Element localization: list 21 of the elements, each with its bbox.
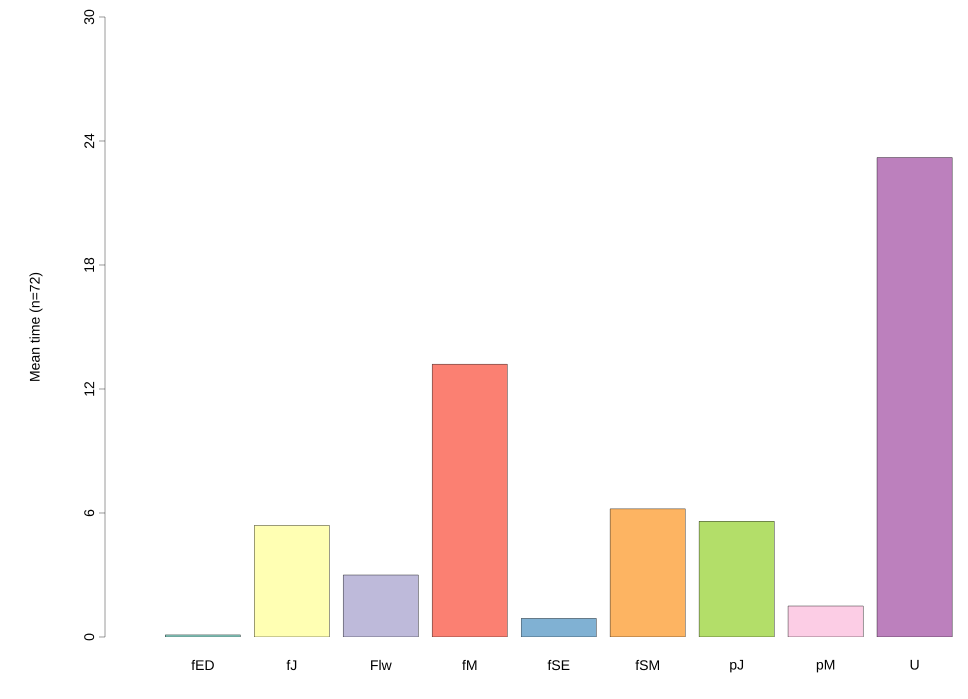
x-tick-label: pM	[816, 660, 834, 672]
y-axis-title: Mean time (n=72)	[29, 272, 42, 381]
x-tick-label: fED	[191, 660, 214, 670]
x-tick-label: fM	[462, 660, 476, 670]
x-tick-label: pJ	[730, 660, 744, 672]
y-tick-label: 12	[84, 382, 94, 396]
y-tick-label: 6	[84, 510, 94, 516]
x-tick-label: U	[910, 660, 919, 670]
x-tick-label: fSM	[635, 660, 660, 670]
x-tick-label: fJ	[286, 660, 296, 670]
bar	[254, 525, 330, 637]
y-tick-label: 30	[84, 10, 94, 24]
bar	[698, 521, 774, 637]
y-tick-label: 0	[84, 634, 94, 640]
bar	[610, 508, 686, 637]
y-tick-label: 18	[84, 258, 94, 272]
y-tick-label: 24	[84, 134, 94, 148]
bar	[876, 157, 952, 637]
x-tick-label: Flw	[371, 660, 392, 670]
bar	[432, 364, 508, 637]
x-tick-label: fSE	[548, 660, 570, 670]
